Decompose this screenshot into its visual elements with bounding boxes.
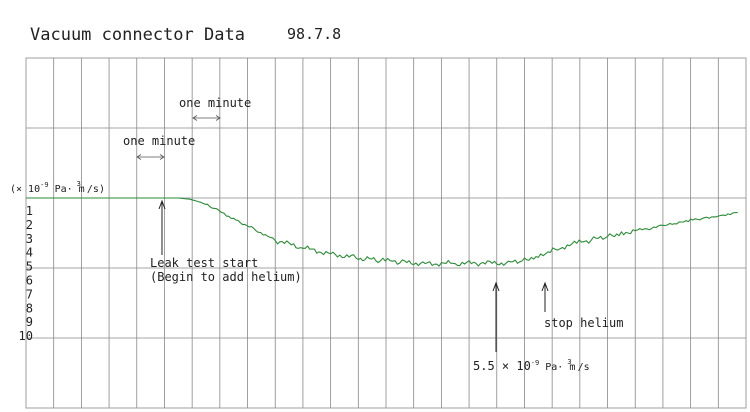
- stop-helium-label: stop helium: [544, 316, 623, 330]
- chart-grid: [25, 57, 747, 409]
- one-minute-label-lower: one minute: [123, 134, 195, 148]
- leak-test-start-arrow: [158, 199, 166, 255]
- y-tick-label: 3: [26, 232, 33, 246]
- y-tick-label: 7: [26, 287, 33, 301]
- chart-date: 98.7.8: [287, 25, 341, 43]
- y-tick-label: 1: [26, 204, 33, 218]
- leak-test-start-label: Leak test start: [150, 256, 258, 270]
- series-line: [26, 197, 738, 267]
- y-tick-label: 8: [26, 301, 33, 315]
- leak-test-helium-label: (Begin to add helium): [150, 270, 302, 284]
- y-tick-label: 2: [26, 218, 33, 232]
- y-axis-unit-label: (× 10-9 Pa· m3 /s): [10, 180, 105, 195]
- min-value-label: 5.5 × 10-9 Pa· m3 /s: [473, 358, 590, 373]
- one-minute-arrow-lower: [136, 154, 165, 160]
- chart-title: Vacuum connector Data: [30, 25, 245, 45]
- y-tick-label: 4: [26, 246, 33, 260]
- y-tick-label: 10: [19, 329, 33, 343]
- one-minute-arrow-upper: [192, 115, 221, 121]
- y-tick-label: 9: [26, 315, 33, 329]
- one-minute-label-upper: one minute: [179, 96, 251, 110]
- y-tick-label: 5: [26, 260, 33, 274]
- stop-helium-arrow: [541, 281, 549, 312]
- y-tick-label: 6: [26, 274, 33, 288]
- series-group: [26, 197, 738, 267]
- min-value-arrow: [492, 281, 500, 352]
